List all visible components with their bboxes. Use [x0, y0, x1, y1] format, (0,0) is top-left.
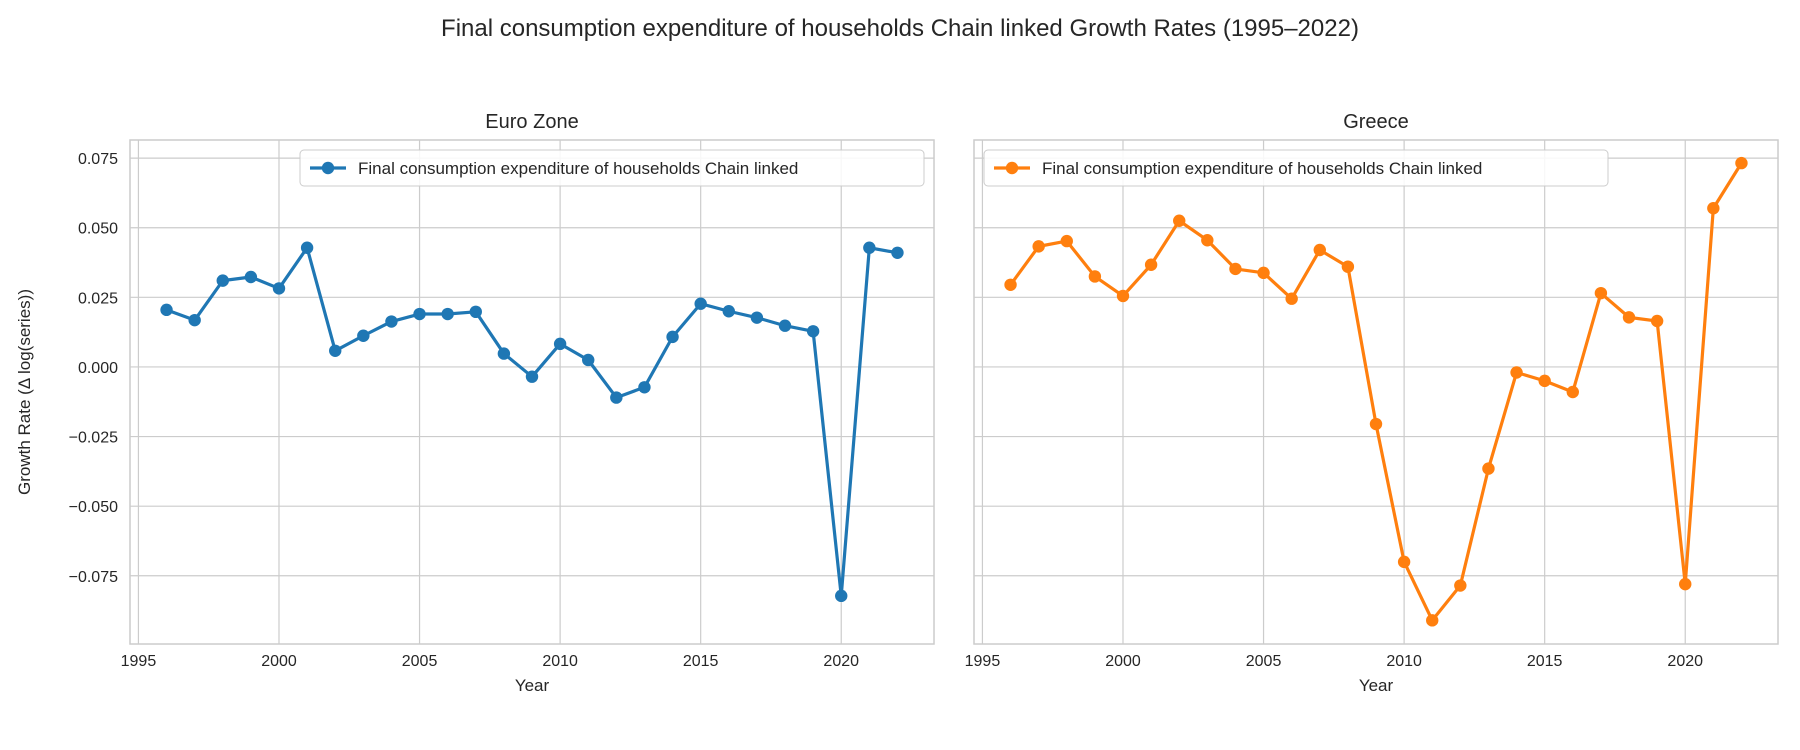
figure-title: Final consumption expenditure of househo…	[441, 15, 1359, 42]
panel-2-xtick-label: 2005	[1246, 653, 1282, 670]
panel-2-data-point	[1735, 156, 1748, 170]
panel-2-data-point	[1538, 374, 1551, 388]
panel-2-data-point	[1482, 462, 1495, 475]
panel-1-data-point	[300, 241, 314, 254]
panel-2-data-point	[1060, 234, 1073, 248]
panel-1-ytick-label: 0.075	[78, 151, 118, 168]
panel-1-ytick-label: −0.025	[69, 430, 118, 447]
panel-1-data-point	[216, 274, 229, 287]
panel-1-data-point	[863, 241, 876, 254]
panel-2-data-point	[1173, 214, 1186, 227]
panel-1-data-point	[582, 353, 595, 367]
panel-2-xtick-label: 2020	[1667, 653, 1703, 670]
panel-1-data-point	[329, 344, 342, 357]
panel-1-ytick-label: 0.050	[78, 221, 118, 238]
panel-1-data-point	[638, 381, 651, 394]
panel-2-xtick-label: 2000	[1105, 653, 1141, 670]
panel-2-data-point	[1426, 614, 1439, 627]
panel-2-data-point	[1116, 289, 1130, 303]
panel-1-xtick-label: 2000	[261, 653, 297, 670]
panel-1-frame	[129, 139, 935, 645]
panel-1-ytick-label: 0.025	[78, 290, 118, 307]
panel-2-data-point	[1032, 240, 1045, 253]
panel-2-data-point	[1369, 417, 1383, 431]
panel-2-data-point	[1650, 314, 1664, 328]
panel-1-legend-marker	[321, 161, 335, 175]
panel-2-legend	[983, 149, 1609, 187]
panel-2-xlabel: Year	[1359, 676, 1394, 695]
panel-1-xtick-label: 2020	[823, 653, 859, 670]
panel-1-data-point	[610, 391, 623, 404]
panel-1-data-point	[778, 319, 792, 332]
panel-1-ytick-label: 0.000	[78, 360, 118, 377]
panel-1-legend-label: Final consumption expenditure of househo…	[358, 159, 798, 178]
panel-2-data-point	[1454, 579, 1467, 592]
panel-2-data-point	[1285, 292, 1298, 305]
panel-2-data-point	[1229, 262, 1242, 276]
panel-2-legend-marker	[1005, 161, 1019, 175]
panel-2-data-point	[1201, 234, 1214, 247]
panel-1-data-point	[441, 307, 454, 321]
panel-1-xtick-label: 2010	[542, 653, 578, 670]
panel-1-data-point	[497, 347, 511, 360]
panel-1-xtick-label: 2015	[683, 653, 719, 670]
panel-2-data-point	[1397, 555, 1411, 569]
panel-1-data-point	[244, 270, 258, 284]
panel-2-xtick-label: 1995	[965, 653, 1001, 670]
panel-2-series-line	[1009, 162, 1743, 622]
panel-2-legend-label: Final consumption expenditure of househo…	[1042, 159, 1482, 178]
panel-1-title: Euro Zone	[485, 111, 578, 133]
panel-2-xtick-label: 2010	[1386, 653, 1422, 670]
panel-2-data-point	[1510, 366, 1523, 379]
panel-2-data-point	[1257, 266, 1270, 280]
panel-1-data-point	[666, 330, 679, 344]
panel-2-data-point	[1679, 577, 1692, 591]
panel-1-data-point	[357, 329, 370, 342]
panel-1-data-point	[188, 313, 201, 327]
panel-1-ylabel: Growth Rate (Δ log(series))	[15, 289, 34, 495]
panel-2-data-point	[1566, 385, 1579, 399]
panel-2-data-point	[1707, 202, 1720, 215]
panel-1-data-point	[385, 315, 398, 328]
panel-2-title: Greece	[1343, 111, 1409, 133]
panel-2-frame	[973, 139, 1779, 645]
panel-2-data-point	[1004, 278, 1017, 291]
panel-1-data-point	[722, 305, 735, 318]
panel-1-data-point	[469, 305, 482, 319]
panel-2-data-point	[1622, 311, 1636, 324]
panel-1-data-point	[413, 307, 426, 321]
panel-1-data-point	[160, 303, 173, 317]
panel-1-xlabel: Year	[515, 676, 550, 695]
panel-1-xtick-label: 1995	[121, 653, 157, 670]
panel-1-data-point	[553, 337, 567, 351]
panel-2-data-point	[1594, 286, 1608, 300]
panel-2-xtick-label: 2015	[1527, 653, 1563, 670]
panel-2-data-point	[1341, 260, 1355, 273]
panel-2-data-point	[1088, 270, 1102, 283]
panel-1-data-point	[694, 297, 707, 310]
panel-1-data-point	[272, 282, 286, 295]
panel-1-data-point	[750, 311, 764, 324]
panel-1-legend	[299, 149, 925, 187]
panel-1-data-point	[806, 325, 820, 338]
panel-1-data-point	[835, 589, 848, 603]
panel-1-series-line	[165, 246, 898, 598]
panel-1-data-point	[891, 246, 904, 259]
panel-2-data-point	[1144, 258, 1158, 271]
panel-1-ytick-label: −0.075	[69, 569, 118, 586]
panel-1-data-point	[525, 370, 539, 383]
panel-1-xtick-label: 2005	[402, 653, 438, 670]
panel-1-ytick-label: −0.050	[69, 499, 118, 516]
panel-2-data-point	[1313, 243, 1326, 257]
